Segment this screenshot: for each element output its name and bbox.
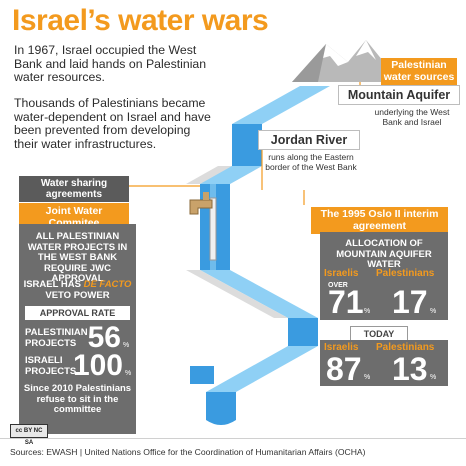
oslo-header: The 1995 Oslo II interim agreement xyxy=(311,207,448,234)
aquifer-description: underlying the West Bank and Israel xyxy=(374,107,450,127)
allocation-panel: ALLOCATION OF MOUNTAIN AQUIFER WATER Isr… xyxy=(320,232,448,320)
palestinians-label: Palestinians xyxy=(376,268,435,279)
isr-today-value: 87 xyxy=(326,351,362,387)
pal-approval-pct: % xyxy=(123,342,130,349)
pal-projects-label: PALESTINIAN PROJECTS xyxy=(25,327,88,349)
page-title: Israel’s water wars xyxy=(12,4,269,37)
isr-approval-value: 100 xyxy=(72,349,123,382)
creative-commons-icon: cc BY NC SA xyxy=(10,424,48,446)
jwc-text: ALL PALESTINIAN WATER PROJECTS IN THE WE… xyxy=(27,231,128,284)
veto-text: ISRAEL HAS DE FACTO VETO POWER xyxy=(23,279,132,301)
intro-paragraph-1: In 1967, Israel occupied the West Bank a… xyxy=(14,43,207,85)
intro-paragraph-2: Thousands of Palestinians became water-d… xyxy=(14,96,211,151)
over-label: OVER xyxy=(328,282,348,289)
isr-projects-label: ISRAELI PROJECTS xyxy=(25,355,77,377)
allocation-title: ALLOCATION OF MOUNTAIN AQUIFER WATER xyxy=(336,238,432,270)
isr-today-pct: % xyxy=(364,374,371,381)
river-title: Jordan River xyxy=(258,130,360,150)
water-sources-header: Palestinian water sources xyxy=(381,58,457,85)
mountain-icon xyxy=(292,40,400,82)
israelis-label: Israelis xyxy=(324,268,359,279)
water-channel xyxy=(186,86,330,425)
pal-today-value: 13 xyxy=(392,351,428,387)
palestinians-today-label: Palestinians xyxy=(376,342,435,353)
veto-post: VETO POWER xyxy=(45,289,110,301)
pal-today-pct: % xyxy=(430,374,437,381)
veto-pre: ISRAEL HAS xyxy=(23,279,81,290)
isr-approval-pct: % xyxy=(125,370,132,377)
footer-divider xyxy=(0,438,466,439)
sources-text: Sources: EWASH | United Nations Office f… xyxy=(10,447,366,457)
agreements-header: Water sharing agreements xyxy=(19,176,129,202)
pal-approval-value: 56 xyxy=(87,321,121,354)
aquifer-title: Mountain Aquifer xyxy=(338,85,460,105)
israelis-today-label: Israelis xyxy=(324,342,359,353)
approval-header: APPROVAL RATE xyxy=(25,306,130,320)
isr-1995-value: 71 xyxy=(328,284,364,320)
pal-1995-pct: % xyxy=(430,308,437,315)
pal-1995-value: 17 xyxy=(392,284,428,320)
jwc-panel: ALL PALESTINIAN WATER PROJECTS IN THE WE… xyxy=(19,224,136,434)
river-description: runs along the Eastern border of the Wes… xyxy=(265,152,357,172)
today-panel: Israelis Palestinians 87 % 13 % xyxy=(320,340,448,386)
refuse-text: Since 2010 Palestinians refuse to sit in… xyxy=(23,383,132,415)
veto-emphasis: DE FACTO xyxy=(83,279,132,290)
isr-1995-pct: % xyxy=(364,308,371,315)
